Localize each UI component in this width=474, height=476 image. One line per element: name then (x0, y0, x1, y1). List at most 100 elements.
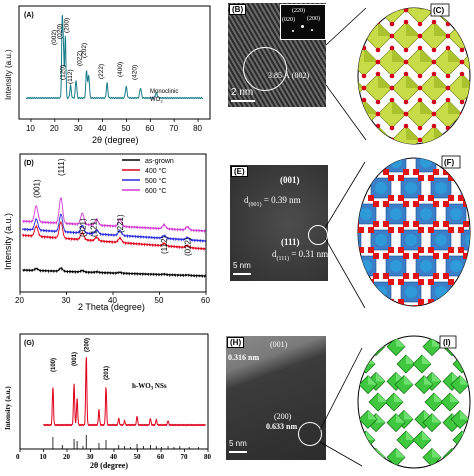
oxygen-atom (418, 34, 423, 39)
oxygen-atom (460, 20, 465, 25)
tungsten-atom (405, 182, 417, 194)
oxygen-atom (403, 201, 409, 207)
panel-b-scale-bar (231, 100, 255, 102)
panel-d-ylabel: Intensity (a.u.) (3, 213, 13, 270)
oxygen-atom (403, 152, 409, 155)
panel-d-peak-label: (112) (160, 236, 169, 254)
panel-g-peak-label: (100) (51, 358, 57, 372)
panel-d-xtick-label: 60 (201, 296, 210, 305)
tungsten-atom (435, 234, 447, 246)
oxygen-atom (358, 299, 364, 305)
oxygen-atom (458, 247, 464, 253)
tungsten-atom (450, 260, 462, 272)
oxygen-atom (390, 22, 395, 27)
oxygen-atom (418, 247, 424, 253)
octahedron (356, 22, 364, 50)
oxygen-atom (460, 100, 465, 105)
panel-g-xtick-label: 50 (134, 453, 142, 461)
oxygen-atom (463, 305, 469, 311)
panel-g-frame (20, 334, 208, 449)
panel-a-xtick-label: 30 (74, 124, 83, 133)
oxygen-atom (448, 279, 454, 285)
panel-d-trace (22, 198, 205, 232)
oxygen-atom (460, 72, 465, 77)
oxygen-atom (460, 8, 465, 13)
oxygen-atom (460, 48, 465, 53)
oxygen-atom (463, 152, 469, 155)
panel-d-legend-label: 500 °C (145, 177, 166, 185)
oxygen-atom (383, 201, 389, 207)
oxygen-atom (458, 279, 464, 285)
oxygen-atom (383, 221, 389, 227)
oxygen-atom (433, 305, 439, 311)
octahedron (356, 410, 357, 428)
panel-b-fft-spot (301, 25, 304, 28)
oxygen-atom (433, 201, 439, 207)
oxygen-atom (388, 175, 394, 181)
oxygen-atom (376, 8, 381, 13)
oxygen-atom (356, 253, 359, 259)
panel-b-fft-spot (311, 29, 313, 31)
oxygen-atom (404, 20, 409, 25)
oxygen-atom (356, 169, 359, 175)
oxygen-atom (403, 221, 409, 227)
panel-a-peak-label: (202) (81, 43, 88, 58)
tungsten-atom (360, 208, 372, 220)
oxygen-atom (358, 227, 364, 233)
oxygen-atom (376, 112, 381, 117)
tungsten-atom (420, 260, 432, 272)
oxygen-atom (398, 227, 404, 233)
panel-g-xtick-label: 80 (204, 453, 212, 461)
panel-i-label: (I) (443, 338, 451, 347)
panel-a-xtick-label: 20 (50, 124, 59, 133)
oxygen-atom (388, 227, 394, 233)
oxygen-atom (418, 279, 424, 285)
panel-b-fft-label-020: (020) (282, 17, 295, 23)
oxygen-atom (383, 152, 389, 155)
oxygen-atom (390, 34, 395, 39)
panel-h-hrtem-image: (H) 0.316 nm (001) (200) 0.633 nm 5 nm (226, 336, 326, 460)
panel-h-label: (H) (227, 337, 244, 348)
oxygen-atom (362, 34, 367, 39)
oxygen-atom (446, 98, 451, 103)
oxygen-atom (433, 273, 439, 279)
panel-a-peak-label: (200) (63, 18, 70, 33)
panel-a-peak-label: (400) (117, 62, 124, 77)
octahedron-face (356, 22, 364, 36)
oxygen-atom (446, 74, 451, 79)
octahedron (356, 308, 376, 316)
oxygen-atom (463, 169, 469, 175)
oxygen-atom (358, 279, 364, 285)
oxygen-atom (413, 273, 419, 279)
tungsten-atom (390, 208, 402, 220)
tungsten-atom (390, 156, 402, 168)
panel-e-hrtem-image: (E) (001) d(001) = 0.39 nm (111) d(111) … (230, 165, 328, 281)
oxygen-atom (443, 152, 449, 155)
oxygen-atom (362, 138, 367, 143)
panel-d-xtick-label: 40 (108, 296, 117, 305)
oxygen-atom (448, 299, 454, 305)
oxygen-atom (443, 273, 449, 279)
oxygen-atom (446, 126, 451, 131)
oxygen-atom (432, 112, 437, 117)
panel-d-legend-label: as-grown (145, 158, 174, 165)
panel-b-fft-label-220: (220) (292, 8, 305, 14)
panel-g-peak-label: (201) (104, 366, 110, 380)
panel-d-svg: (D) Intensity (a.u.) 2 Theta (degree) 20… (0, 150, 215, 312)
panel-a-xtick-label: 70 (169, 124, 178, 133)
oxygen-atom (432, 20, 437, 25)
oxygen-atom (413, 221, 419, 227)
oxygen-atom (356, 221, 359, 227)
oxygen-atom (376, 100, 381, 105)
octahedron-face (356, 126, 364, 140)
panel-a-note-line2: WO3 (150, 97, 163, 104)
panel-f-label: (F) (444, 158, 455, 167)
octahedron-face (462, 22, 474, 36)
oxygen-atom (428, 247, 434, 253)
panel-e-plane-001: (001) (280, 175, 300, 185)
panel-a-ylabel: Intensity (a.u.) (4, 49, 13, 100)
octahedron-face (462, 431, 471, 440)
oxygen-atom (418, 74, 423, 79)
oxygen-atom (460, 124, 465, 129)
panel-h-plane-001: (001) (270, 340, 287, 349)
